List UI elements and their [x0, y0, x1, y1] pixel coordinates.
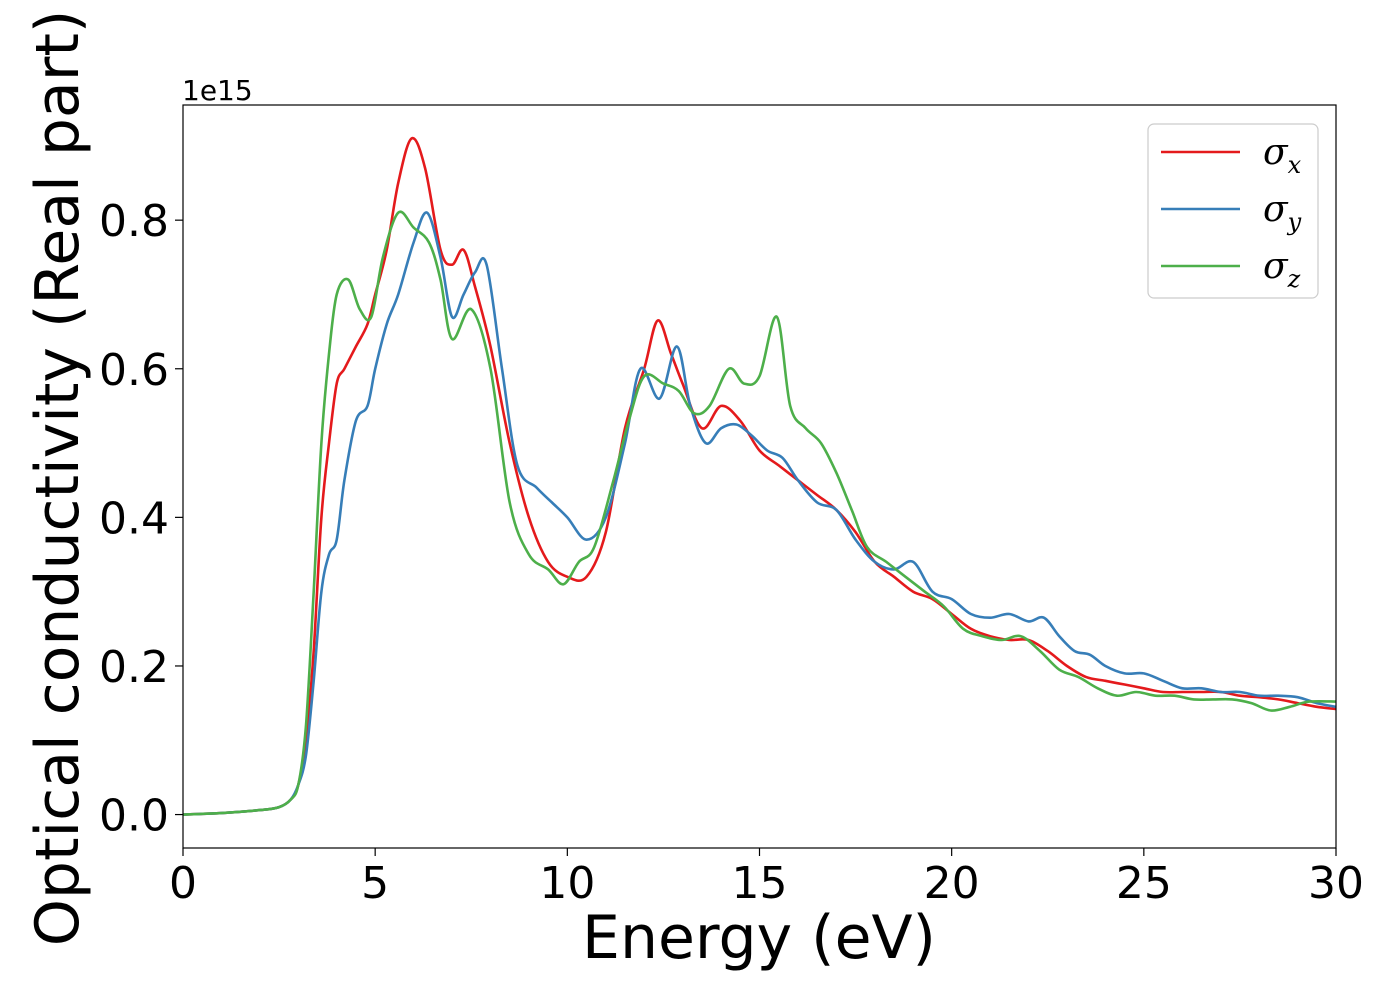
- series-line-z: [182, 210, 1337, 816]
- y-tick-label: 0.0: [99, 791, 169, 842]
- legend-label-z: σz: [1263, 246, 1301, 293]
- x-tick-label: 0: [169, 858, 197, 909]
- y-tick-label: 0.4: [99, 493, 169, 544]
- series-layer: [182, 136, 1337, 816]
- y-axis-title: Optical conductivity (Real part): [23, 10, 93, 947]
- legend: σx σy σz: [1147, 123, 1319, 299]
- y-tick-label: 0.2: [99, 642, 169, 693]
- legend-box: [1147, 123, 1319, 299]
- y-offset-label: 1e15: [182, 74, 253, 107]
- x-tick-label: 30: [1308, 858, 1364, 909]
- legend-label-y: σy: [1263, 189, 1302, 236]
- x-tick-label: 10: [539, 858, 595, 909]
- x-tick-label: 15: [732, 858, 788, 909]
- x-axis-title: Energy (eV): [582, 903, 936, 973]
- x-tick-label: 20: [924, 858, 980, 909]
- series-line-y: [182, 211, 1337, 816]
- legend-label-x: σx: [1263, 132, 1302, 179]
- x-axis: 0 5 10 15 20 25 30: [169, 848, 1364, 909]
- y-axis: 0.0 0.2 0.4 0.6 0.8: [99, 196, 183, 842]
- x-tick-label: 25: [1116, 858, 1172, 909]
- y-tick-label: 0.8: [99, 196, 169, 247]
- y-tick-label: 0.6: [99, 345, 169, 396]
- x-tick-label: 5: [361, 858, 389, 909]
